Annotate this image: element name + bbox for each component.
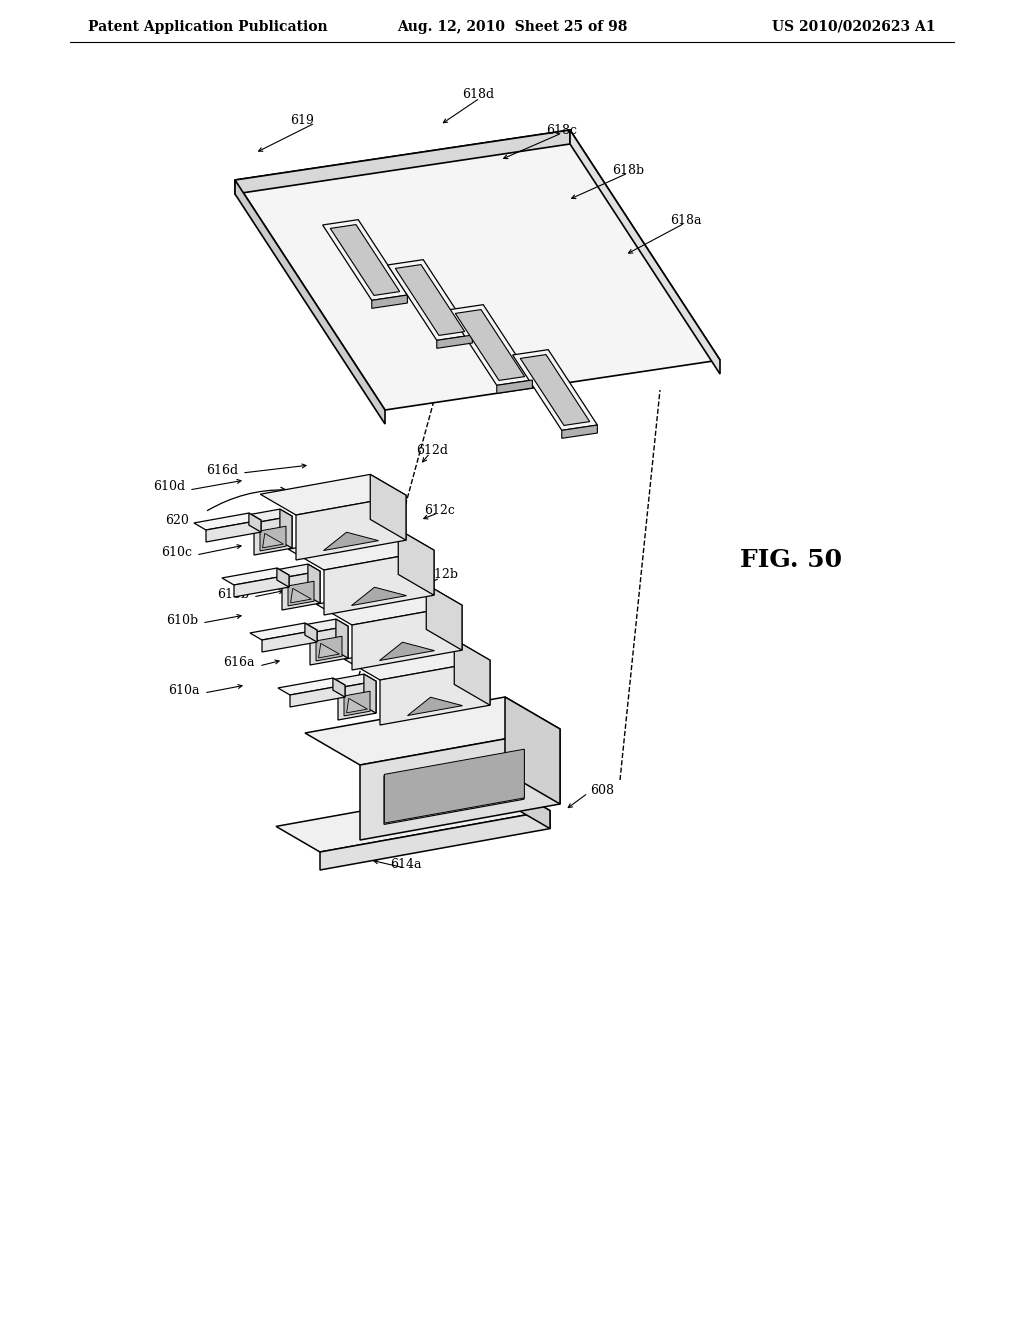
Polygon shape (318, 643, 339, 657)
Text: 608: 608 (590, 784, 614, 796)
Polygon shape (408, 697, 463, 715)
Polygon shape (316, 636, 342, 661)
Text: 618d: 618d (462, 88, 495, 102)
Polygon shape (456, 310, 524, 380)
Text: Patent Application Publication: Patent Application Publication (88, 20, 328, 34)
Polygon shape (254, 516, 292, 554)
Polygon shape (505, 697, 560, 804)
Polygon shape (333, 678, 345, 697)
Polygon shape (260, 527, 286, 550)
Polygon shape (250, 623, 317, 640)
Polygon shape (206, 520, 261, 543)
Polygon shape (305, 697, 560, 766)
Text: 612b: 612b (426, 569, 458, 582)
Text: 620: 620 (165, 513, 188, 527)
Text: 618c: 618c (546, 124, 577, 136)
Polygon shape (437, 335, 472, 348)
Polygon shape (497, 380, 532, 393)
Polygon shape (194, 513, 261, 531)
Text: Aug. 12, 2010  Sheet 25 of 98: Aug. 12, 2010 Sheet 25 of 98 (397, 20, 627, 34)
Polygon shape (395, 264, 465, 335)
Polygon shape (276, 568, 289, 587)
Polygon shape (280, 510, 292, 548)
Polygon shape (234, 129, 570, 194)
Polygon shape (270, 564, 319, 578)
Text: 616b: 616b (217, 587, 249, 601)
Text: 616a: 616a (223, 656, 255, 669)
Polygon shape (384, 751, 524, 825)
Polygon shape (380, 643, 434, 660)
Polygon shape (262, 630, 317, 652)
Polygon shape (520, 355, 590, 425)
Polygon shape (384, 750, 524, 824)
Polygon shape (262, 533, 284, 548)
Polygon shape (326, 675, 376, 688)
Polygon shape (562, 425, 597, 438)
Text: 619: 619 (290, 114, 314, 127)
Polygon shape (513, 350, 597, 430)
Polygon shape (305, 623, 317, 642)
Polygon shape (291, 589, 311, 603)
Polygon shape (455, 639, 490, 705)
Text: 618a: 618a (670, 214, 701, 227)
Text: 612c: 612c (424, 503, 455, 516)
Polygon shape (344, 692, 370, 715)
Polygon shape (426, 585, 462, 651)
Polygon shape (447, 305, 532, 385)
Polygon shape (331, 224, 399, 296)
Text: FIG. 50: FIG. 50 (740, 548, 842, 572)
Polygon shape (338, 681, 376, 719)
Text: 616d: 616d (206, 463, 238, 477)
Text: 610b: 610b (166, 614, 198, 627)
Polygon shape (278, 678, 345, 696)
Polygon shape (234, 129, 720, 411)
Polygon shape (346, 698, 368, 713)
Polygon shape (344, 639, 490, 680)
Text: 618b: 618b (612, 164, 644, 177)
Text: 610d: 610d (153, 480, 185, 494)
Polygon shape (288, 581, 314, 606)
Polygon shape (290, 685, 345, 708)
Text: 610a: 610a (169, 684, 200, 697)
Text: 616c: 616c (212, 524, 243, 536)
Polygon shape (298, 619, 348, 634)
Polygon shape (360, 729, 560, 840)
Polygon shape (308, 564, 319, 603)
Polygon shape (234, 576, 289, 597)
Polygon shape (336, 619, 348, 659)
Text: 612d: 612d (416, 444, 449, 457)
Polygon shape (372, 296, 408, 309)
Text: 610c: 610c (161, 545, 193, 558)
Polygon shape (388, 260, 472, 341)
Polygon shape (506, 785, 550, 829)
Polygon shape (570, 129, 720, 374)
Polygon shape (310, 626, 348, 665)
Polygon shape (351, 587, 407, 606)
Polygon shape (288, 529, 434, 570)
Polygon shape (242, 510, 292, 523)
Polygon shape (296, 495, 406, 560)
Polygon shape (276, 785, 550, 851)
Polygon shape (324, 532, 379, 550)
Polygon shape (222, 568, 289, 585)
Polygon shape (380, 660, 490, 725)
Text: 612a: 612a (428, 635, 460, 648)
Polygon shape (398, 529, 434, 595)
Polygon shape (352, 605, 462, 671)
Polygon shape (234, 180, 385, 424)
Polygon shape (324, 550, 434, 615)
Polygon shape (249, 513, 261, 532)
Text: US 2010/0202623 A1: US 2010/0202623 A1 (772, 20, 936, 34)
Polygon shape (260, 474, 406, 515)
Polygon shape (323, 219, 408, 301)
Polygon shape (371, 474, 406, 540)
Polygon shape (364, 675, 376, 713)
Polygon shape (319, 810, 550, 870)
Polygon shape (316, 585, 462, 624)
Text: 614a: 614a (390, 858, 422, 871)
Polygon shape (282, 572, 319, 610)
